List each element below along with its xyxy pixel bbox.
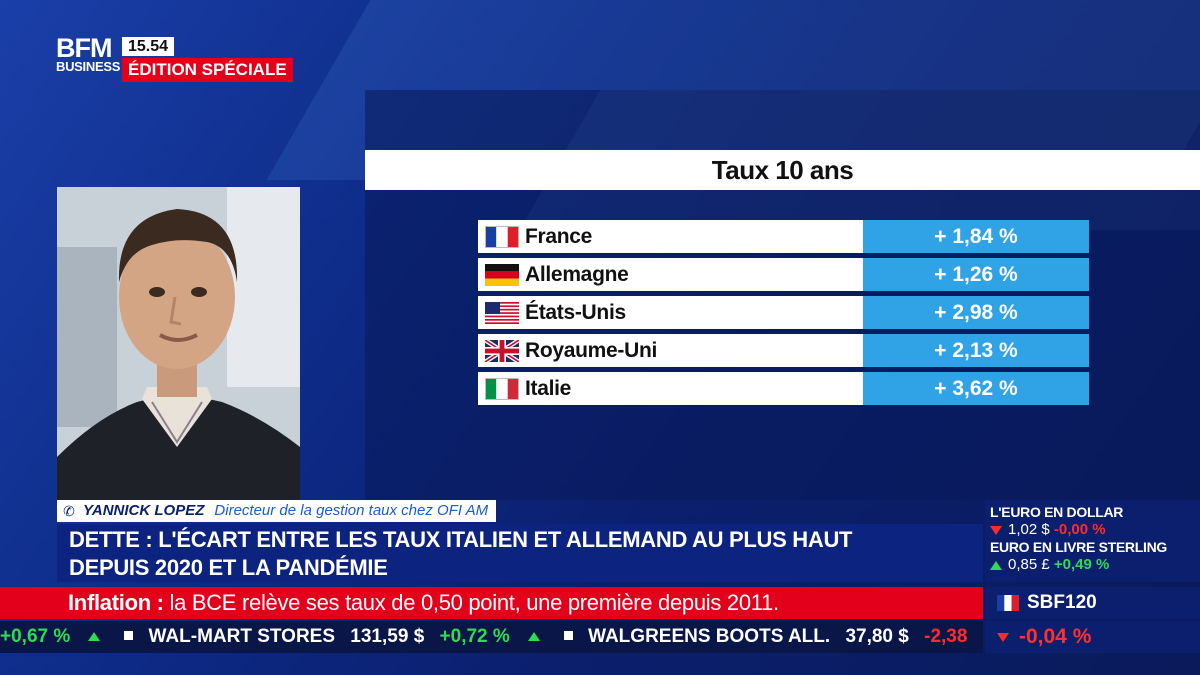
fr-flag-icon — [485, 225, 519, 248]
up-arrow-icon — [88, 632, 101, 642]
eur-gbp-value: 0,85 £ — [1008, 556, 1050, 573]
fr-flag-icon — [997, 595, 1019, 611]
rate-value: + 2,98 % — [863, 296, 1089, 329]
country-cell: Allemagne — [478, 258, 863, 291]
table-row: France + 1,84 % — [478, 220, 1089, 253]
eur-usd-value: 1,02 $ — [1008, 521, 1050, 538]
de-flag-icon — [485, 263, 519, 286]
down-arrow-icon — [990, 525, 1002, 535]
news-ticker-label: Inflation : — [68, 590, 164, 615]
index-change-box: -0,04 % — [985, 621, 1200, 653]
separator-square-icon — [124, 631, 134, 641]
uk-flag-icon — [485, 339, 519, 362]
eur-usd-label: L'EURO EN DOLLAR — [990, 504, 1124, 520]
up-arrow-icon — [990, 560, 1002, 570]
ticker-stock-name: WAL-MART STORES — [148, 626, 336, 647]
country-name: France — [525, 224, 593, 248]
ticker-stock-price: 37,80 $ — [845, 626, 909, 647]
special-edition-badge: ÉDITION SPÉCIALE — [122, 58, 293, 82]
eur-usd-line: 1,02 $ -0,00 % — [985, 520, 1200, 539]
clock: 15.54 — [122, 37, 175, 56]
country-cell: Italie — [478, 372, 863, 405]
it-flag-icon — [485, 377, 519, 400]
headline: DETTE : L'ÉCART ENTRE LES TAUX ITALIEN E… — [57, 524, 983, 582]
table-row: États-Unis + 2,98 % — [478, 296, 1089, 329]
country-cell: États-Unis — [478, 296, 863, 329]
country-name: Royaume-Uni — [525, 338, 658, 362]
bfm-business-logo: BFM BUSINESS — [56, 33, 121, 74]
speaker-name: YANNICK LOPEZ — [81, 500, 211, 522]
eur-gbp-label: EURO EN LIVRE STERLING — [990, 539, 1167, 555]
logo-bottom-text: BUSINESS — [56, 59, 121, 74]
country-cell: Royaume-Uni — [478, 334, 863, 367]
rate-value: + 1,84 % — [863, 220, 1089, 253]
stock-ticker: +0,67 % WAL-MART STORES 131,59 $ +0,72 %… — [0, 621, 983, 653]
rate-value: + 1,26 % — [863, 258, 1089, 291]
headline-line-1: DETTE : L'ÉCART ENTRE LES TAUX ITALIEN E… — [69, 527, 853, 552]
index-label: SBF120 — [985, 587, 1200, 619]
ticker-change: +0,72 % — [439, 626, 510, 647]
rates-table: France + 1,84 % Allemagne + 1,26 % États… — [478, 220, 1089, 410]
table-row: Italie + 3,62 % — [478, 372, 1089, 405]
rate-value: + 2,13 % — [863, 334, 1089, 367]
index-name: SBF120 — [1027, 592, 1097, 613]
ticker-stock-price: 131,59 $ — [350, 626, 425, 647]
table-row: Allemagne + 1,26 % — [478, 258, 1089, 291]
country-name: Italie — [525, 376, 572, 400]
eur-gbp-change: +0,49 % — [1053, 556, 1110, 573]
us-flag-icon — [485, 301, 519, 324]
country-cell: France — [478, 220, 863, 253]
market-box: L'EURO EN DOLLAR 1,02 $ -0,00 % EURO EN … — [985, 500, 1200, 582]
logo-top-text: BFM — [56, 33, 112, 63]
ticker-change: -2,38 — [924, 626, 968, 647]
news-ticker: Inflation : la BCE relève ses taux de 0,… — [0, 587, 983, 619]
down-arrow-icon — [997, 632, 1009, 642]
index-change: -0,04 % — [1019, 625, 1092, 648]
eur-gbp-line: 0,85 £ +0,49 % — [985, 555, 1200, 574]
speaker-photo — [57, 187, 300, 500]
table-row: Royaume-Uni + 2,13 % — [478, 334, 1089, 367]
eur-usd-change: -0,00 % — [1053, 521, 1106, 538]
country-name: États-Unis — [525, 300, 626, 324]
phone-icon: ✆ — [57, 500, 81, 522]
ticker-stock-name: WALGREENS BOOTS ALL. — [588, 626, 831, 647]
headline-line-2: DEPUIS 2020 ET LA PANDÉMIE — [69, 555, 388, 580]
speaker-lower-third: ✆ YANNICK LOPEZ Directeur de la gestion … — [57, 500, 497, 522]
separator-square-icon — [563, 631, 573, 641]
speaker-role: Directeur de la gestion taux chez OFI AM — [210, 500, 497, 522]
ticker-change: +0,67 % — [0, 626, 71, 647]
up-arrow-icon — [527, 632, 540, 642]
news-ticker-text: la BCE relève ses taux de 0,50 point, un… — [163, 590, 779, 615]
country-name: Allemagne — [525, 262, 629, 286]
rate-value: + 3,62 % — [863, 372, 1089, 405]
table-title: Taux 10 ans — [365, 150, 1200, 190]
